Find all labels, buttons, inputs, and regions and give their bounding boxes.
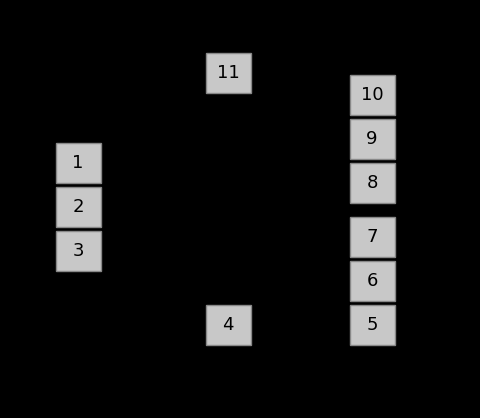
Text: 6: 6 [366,272,378,290]
Text: 4: 4 [222,316,234,334]
Text: 5: 5 [366,316,378,334]
Text: 7: 7 [366,228,378,246]
Text: 1: 1 [72,154,84,172]
FancyBboxPatch shape [349,163,395,203]
FancyBboxPatch shape [349,305,395,345]
FancyBboxPatch shape [205,305,251,345]
Text: 3: 3 [72,242,84,260]
Text: 8: 8 [366,174,378,192]
FancyBboxPatch shape [205,53,251,93]
FancyBboxPatch shape [56,231,100,271]
Text: 9: 9 [366,130,378,148]
Text: 10: 10 [360,86,384,104]
FancyBboxPatch shape [349,217,395,257]
Text: 11: 11 [216,64,240,82]
FancyBboxPatch shape [349,261,395,301]
FancyBboxPatch shape [56,143,100,183]
FancyBboxPatch shape [349,119,395,159]
FancyBboxPatch shape [56,187,100,227]
Text: 2: 2 [72,198,84,216]
FancyBboxPatch shape [349,75,395,115]
